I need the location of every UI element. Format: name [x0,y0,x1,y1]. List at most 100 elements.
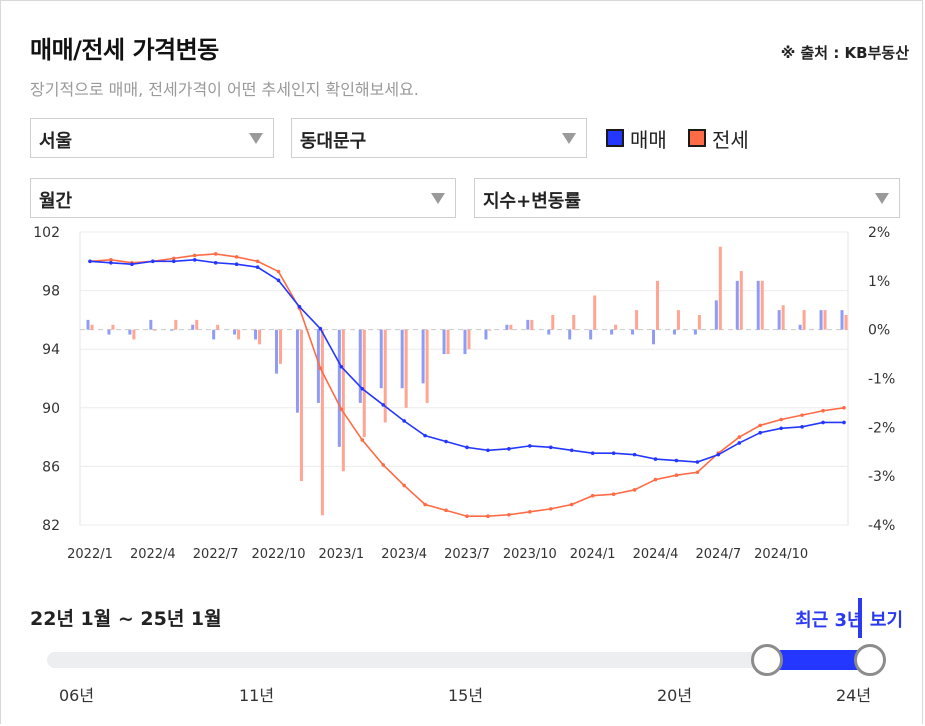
sale-change-bar [756,280,760,330]
sale-point [528,444,532,448]
sale-point [779,426,783,431]
jeonse-swatch-icon [688,129,706,147]
jeonse-point [507,512,511,517]
price-chart: 82 86 90 94 98 102 -4% -3% -2% -1% 0% 1% 2% 2022/1 202… [33,225,895,562]
sale-point [360,386,365,391]
sale-point [569,448,574,453]
y-right-tick-label: -4% [868,518,895,534]
jeonse-point [569,502,574,507]
range-label: 22년 1월 ~ 25년 1월 [30,608,222,630]
jeonse-change-bar [195,319,199,330]
sale-point [800,425,804,429]
sale-point [507,447,511,451]
jeonse-change-bar [593,295,597,330]
slider-tick: 20년 [657,686,693,705]
sale-change-bar [379,329,383,389]
legend-sale-label: 매매 [630,127,667,152]
x-tick-label: 2024/7 [695,547,741,562]
sale-point [213,260,218,265]
jeonse-change-bar [216,324,220,330]
sale-swatch-icon [606,129,624,147]
jeonse-change-bar [802,310,806,330]
x-tick-label: 2023/1 [318,547,364,562]
range-end-handle[interactable] [854,644,886,676]
range-slider-track[interactable] [47,652,870,668]
chevron-down-icon [431,193,445,204]
mode-select-value: 지수+변동률 [483,191,581,212]
sale-change-bar [86,319,90,330]
jeonse-change-bar [258,329,262,345]
sale-point [674,458,679,463]
region-select[interactable]: 서울 [30,118,274,158]
sale-change-bar [714,300,718,330]
jeonse-change-bar [614,324,618,330]
sale-change-bar [672,329,676,335]
period-select[interactable]: 월간 [30,178,456,218]
range-slider-fill [767,650,870,670]
jeonse-change-bar [320,329,324,516]
sale-change-bar [777,310,781,330]
legend-sale[interactable]: 매매 [606,126,667,152]
sale-change-bar [819,310,823,330]
sale-change-bar [421,329,425,384]
sale-change-bar [191,324,195,330]
sale-change-bar [233,329,237,335]
y-right-tick-label: 0% [868,323,890,339]
recent-3y-button[interactable]: 최근 3년 보기 [795,610,903,631]
jeonse-change-bar [656,280,659,330]
sale-change-bar [149,319,153,330]
range-start-handle[interactable] [751,644,784,676]
sale-point [695,460,700,464]
jeonse-point [171,256,176,261]
jeonse-change-bar [676,310,680,330]
sale-change-bar [610,329,614,335]
sale-point [758,430,763,435]
sale-change-bar [463,329,467,355]
y-left-tick-label: 82 [42,518,60,534]
jeonse-point [234,255,239,259]
sale-change-bar [526,319,530,330]
x-tick-label: 2024/4 [633,547,679,562]
district-select[interactable]: 동대문구 [291,118,587,158]
sale-point [821,420,825,425]
x-tick-label: 2022/7 [193,547,239,562]
jeonse-change-bar [279,329,282,364]
jeonse-point [779,417,783,422]
jeonse-point [632,488,637,492]
sale-point [486,448,490,453]
jeonse-point [423,502,427,507]
jeonse-change-bar [153,329,157,331]
jeonse-change-bar [635,310,639,330]
sale-point [297,304,302,309]
sale-change-bar [589,329,593,340]
sale-point [318,326,323,331]
jeonse-point [318,366,323,371]
y-left-tick-label: 94 [42,342,60,358]
jeonse-point [339,407,344,412]
jeonse-change-bar [174,319,178,330]
jeonse-change-bar [509,324,513,330]
chevron-down-icon [562,133,576,144]
jeonse-change-bar [551,315,555,330]
jeonse-change-bar [760,280,764,330]
jeonse-point [842,406,846,410]
sale-change-bar [128,329,132,335]
x-tick-label: 2023/7 [444,547,490,562]
jeonse-change-bar [299,329,303,482]
x-tick-label: 2022/1 [67,547,113,562]
sale-point [548,445,553,450]
mode-select[interactable]: 지수+변동률 [474,178,900,218]
x-tick-label: 2024/1 [570,547,616,562]
jeonse-point [192,253,197,258]
jeonse-change-bar [844,315,848,330]
jeonse-point [486,514,490,519]
sale-point [381,403,386,407]
sale-point [590,451,595,456]
sale-point [88,259,92,264]
jeonse-line [89,253,845,518]
sale-point [611,451,616,456]
jeonse-change-bar [739,271,743,330]
y-left-tick-label: 90 [42,401,60,417]
legend-jeonse[interactable]: 전세 [688,126,749,152]
